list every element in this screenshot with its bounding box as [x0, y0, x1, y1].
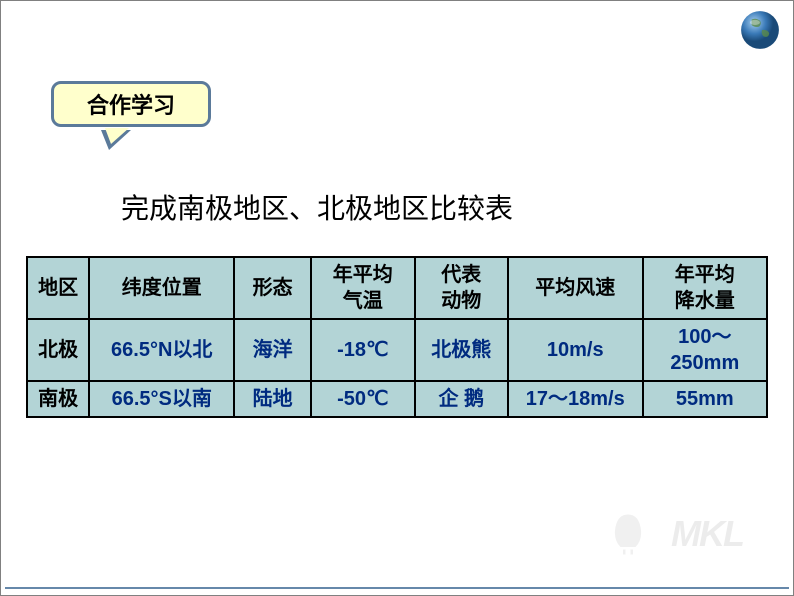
row-label-south: 南极: [27, 381, 89, 417]
header-form: 形态: [234, 257, 311, 319]
callout-label: 合作学习: [87, 88, 175, 120]
cell-lat: 66.5°N以北: [89, 319, 234, 381]
page-title: 完成南极地区、北极地区比较表: [121, 187, 513, 227]
globe-icon: [739, 9, 781, 51]
header-animal: 代表动物: [415, 257, 508, 319]
callout-bubble: 合作学习: [51, 81, 211, 136]
header-precipitation: 年平均降水量: [643, 257, 767, 319]
cell-wind: 10m/s: [508, 319, 643, 381]
cell-wind: 17～18m/s: [508, 381, 643, 417]
cell-form: 海洋: [234, 319, 311, 381]
watermark-text: MKL: [671, 513, 743, 555]
bottom-divider: [5, 587, 789, 589]
cell-precip: 55mm: [643, 381, 767, 417]
header-temperature: 年平均气温: [311, 257, 415, 319]
cell-lat: 66.5°S以南: [89, 381, 234, 417]
cell-temp: -18℃: [311, 319, 415, 381]
cell-temp: -50℃: [311, 381, 415, 417]
table-header-row: 地区 纬度位置 形态 年平均气温 代表动物 平均风速 年平均降水量: [27, 257, 767, 319]
comparison-table: 地区 纬度位置 形态 年平均气温 代表动物 平均风速 年平均降水量 北极 66.…: [26, 256, 768, 418]
row-label-north: 北极: [27, 319, 89, 381]
header-latitude: 纬度位置: [89, 257, 234, 319]
cell-animal: 企 鹅: [415, 381, 508, 417]
table-row: 南极 66.5°S以南 陆地 -50℃ 企 鹅 17～18m/s 55mm: [27, 381, 767, 417]
header-region: 地区: [27, 257, 89, 319]
cell-precip: 100～250mm: [643, 319, 767, 381]
header-wind: 平均风速: [508, 257, 643, 319]
cell-animal: 北极熊: [415, 319, 508, 381]
watermark-logo-icon: [603, 507, 653, 557]
cell-form: 陆地: [234, 381, 311, 417]
table-row: 北极 66.5°N以北 海洋 -18℃ 北极熊 10m/s 100～250mm: [27, 319, 767, 381]
